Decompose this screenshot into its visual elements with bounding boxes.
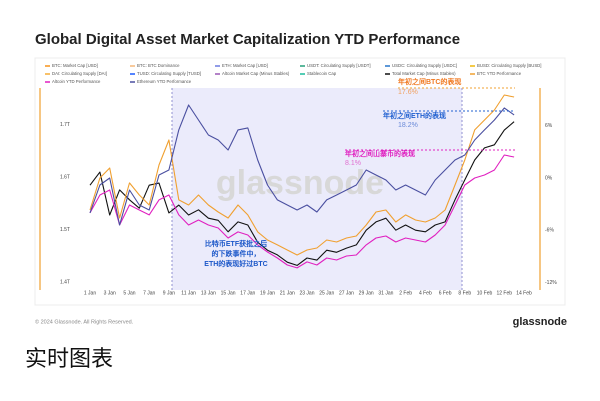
plot: 1.4T 1.5T 1.6T 1.7T -12% -6% 0% 6% 1 Jan 3 Jan 5 J… [45, 63, 557, 296]
brand: glassnode [513, 316, 567, 328]
legend-label: BTC: BTC Dominance [137, 63, 180, 68]
x-tick-label: 19 Jan [260, 290, 275, 296]
series-line [89, 154, 515, 269]
watermark: glassnode [216, 164, 384, 202]
x-tick-label: 3 Jan [104, 290, 116, 296]
legend-label: USDT: Circulating Supply [USDT] [307, 63, 371, 68]
x-tick-label: 25 Jan [319, 290, 334, 296]
legend-label: BUSD: Circulating Supply [BUSD] [477, 63, 541, 68]
annotation: 年初之间BTC的表现 [398, 77, 461, 86]
y-tick-label: 1.5T [60, 227, 70, 233]
x-tick-label: 29 Jan [359, 290, 374, 296]
x-tick-label: 9 Jan [163, 290, 175, 296]
legend-label: Total Market Cap (Minus Stables) [392, 71, 456, 76]
x-tick-label: 21 Jan [280, 290, 295, 296]
annotation: 年初之间山寨币的表现 [345, 149, 415, 158]
y2-tick-label: 6% [545, 123, 553, 129]
x-tick-label: 23 Jan [299, 290, 314, 296]
chart-title: Global Digital Asset Market Capitalizati… [35, 31, 460, 48]
x-tick-label: 7 Jan [143, 290, 155, 296]
y2-tick-label: -12% [545, 280, 557, 286]
annotation: 年初之间ETH的表现 [383, 111, 446, 120]
x-tick-label: 14 Feb [516, 290, 532, 296]
annotation: 8.1% [345, 160, 361, 167]
y2-tick-label: -6% [545, 228, 554, 234]
legend-label: Stablecoin Cap [307, 71, 337, 76]
x-tick-label: 31 Jan [378, 290, 393, 296]
y-tick-label: 1.7T [60, 122, 70, 128]
series-line [89, 94, 515, 256]
legend-label: BTC YTD Performance [477, 71, 522, 76]
box-note: 比特币ETF获批之后 [205, 239, 267, 248]
y-tick-label: 1.6T [60, 175, 70, 181]
box-note: 的下跌事件中， [212, 249, 261, 258]
x-tick-label: 15 Jan [221, 290, 236, 296]
series-line [89, 104, 515, 226]
x-tick-label: 2 Feb [399, 290, 412, 296]
caption: 实时图表 [25, 346, 113, 371]
legend-label: BTC: Market Cap [USD] [52, 63, 98, 68]
legend-label: USDC: Circulating Supply [USDC] [392, 63, 457, 68]
copyright: © 2024 Glassnode. All Rights Reserved. [35, 318, 134, 325]
legend-label: Altcoin YTD Performance [52, 79, 101, 84]
series-line [89, 121, 515, 266]
x-tick-label: 5 Jan [123, 290, 135, 296]
x-tick-label: 8 Feb [458, 290, 471, 296]
legend-label: Ethereum YTD Performance [137, 79, 192, 84]
y2-tick-label: 0% [545, 175, 553, 181]
y-tick-label: 1.4T [60, 279, 70, 285]
legend-label: DAI: Circulating Supply [DAI] [52, 71, 107, 76]
box-note: ETH的表现好过BTC [204, 259, 267, 268]
x-tick-label: 6 Feb [439, 290, 452, 296]
x-tick-label: 13 Jan [201, 290, 216, 296]
legend-label: ETH: Market Cap [USD] [222, 63, 268, 68]
legend-label: Altcoin Market Cap (Minus Stables) [222, 71, 290, 76]
x-tick-label: 4 Feb [419, 290, 432, 296]
x-tick-label: 11 Jan [181, 290, 196, 296]
annotation: 17.6% [398, 89, 418, 96]
x-tick-label: 17 Jan [240, 290, 255, 296]
x-tick-label: 12 Feb [496, 290, 512, 296]
annotation: 18.2% [398, 122, 418, 129]
x-tick-label: 10 Feb [477, 290, 493, 296]
x-tick-label: 1 Jan [84, 290, 96, 296]
x-tick-label: 27 Jan [339, 290, 354, 296]
legend-label: TUSD: Circulating Supply [TUSD] [137, 71, 201, 76]
